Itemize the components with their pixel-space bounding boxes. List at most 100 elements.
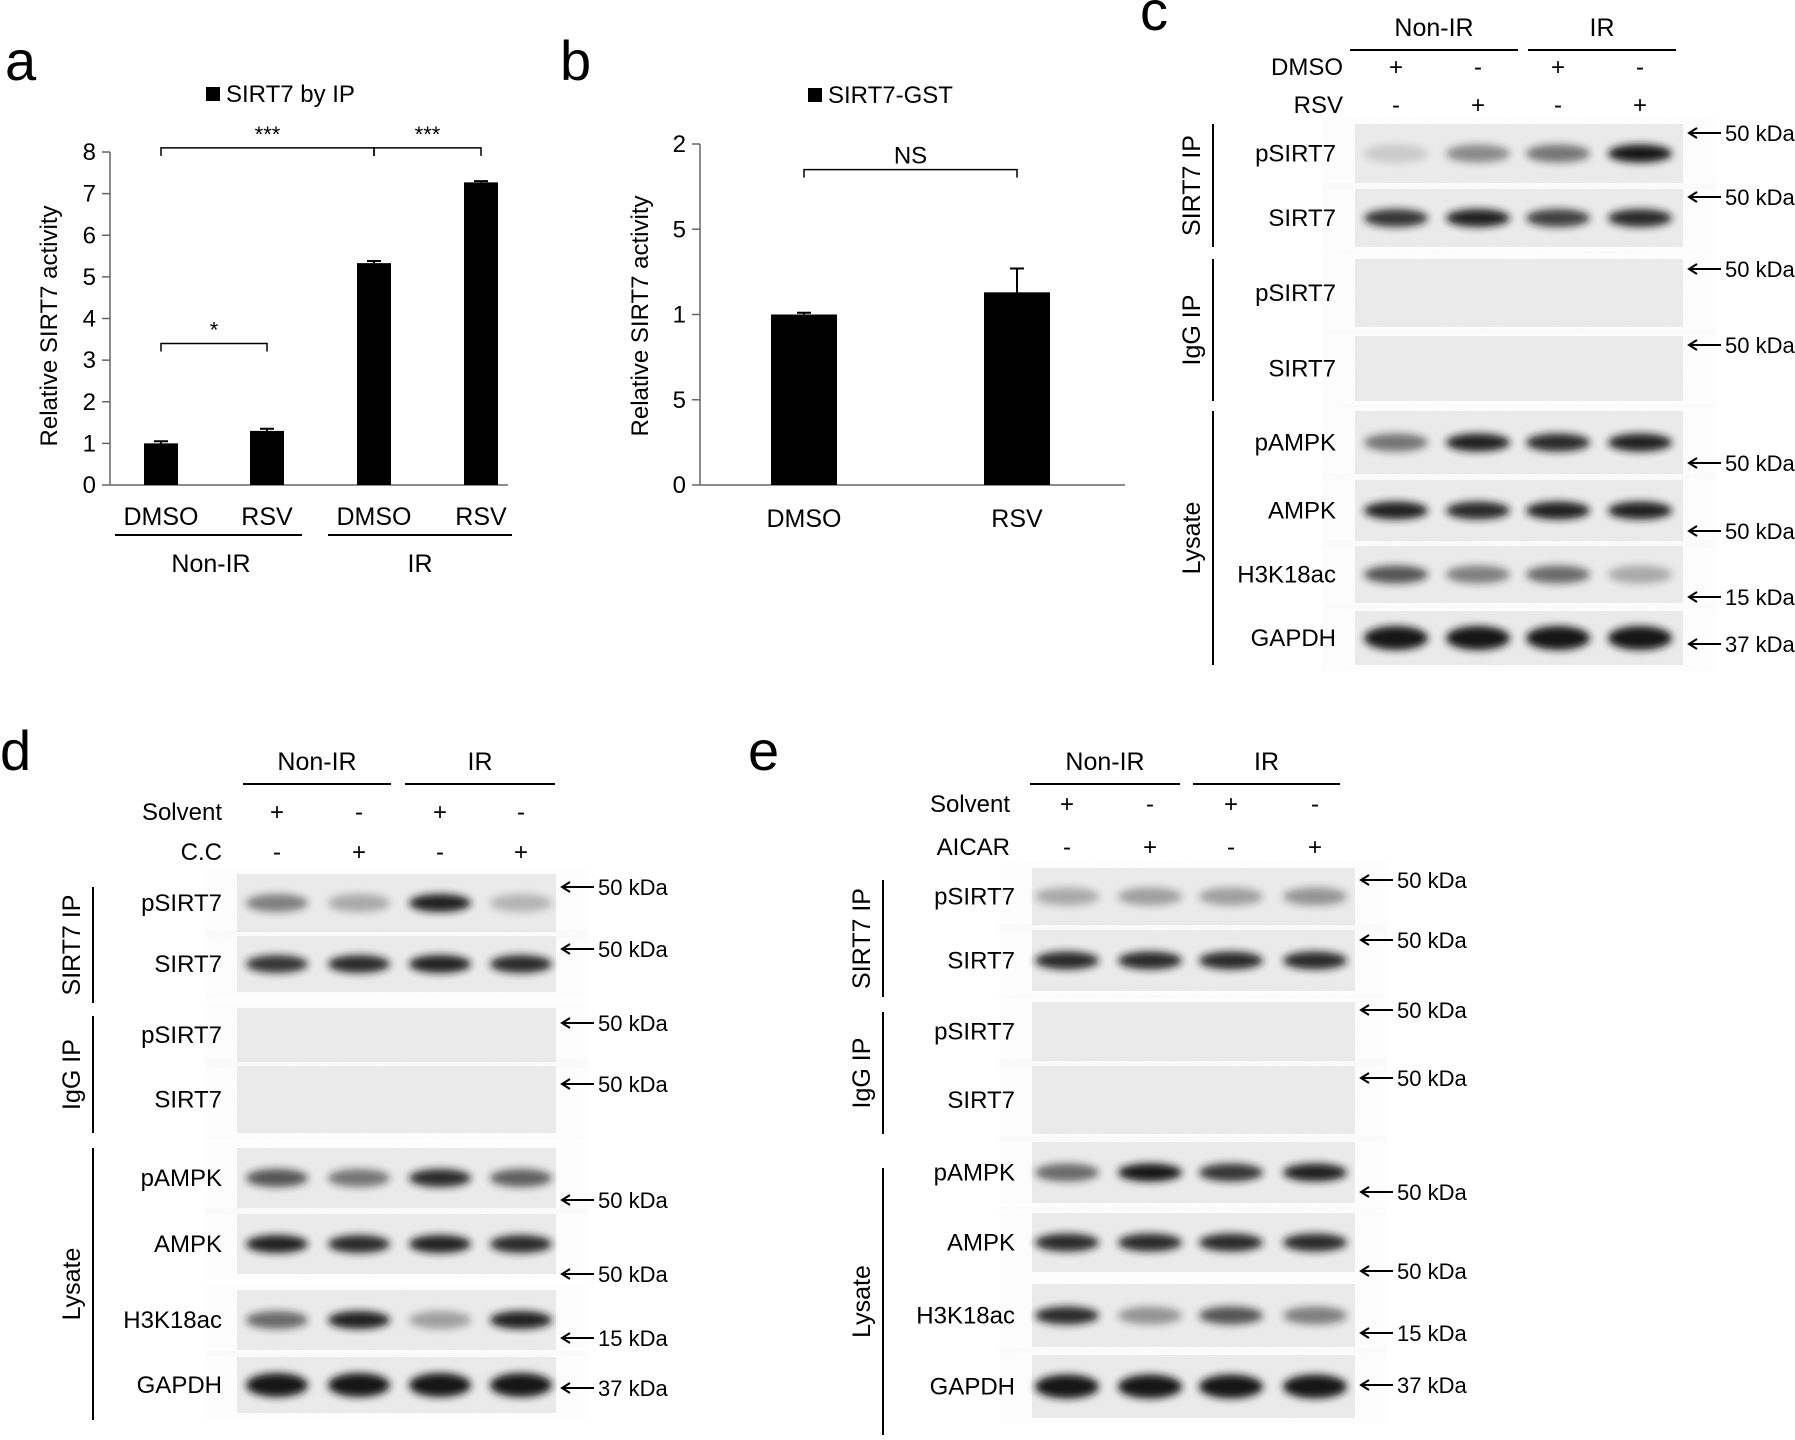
blot-d-row-psirt7 bbox=[237, 1008, 556, 1062]
chart-a-ytick-label: 5 bbox=[83, 264, 96, 291]
blot-band bbox=[1526, 209, 1590, 227]
blot-c-treatment-sign: - bbox=[1392, 92, 1400, 119]
blot-e-row-ampk bbox=[1032, 1213, 1355, 1272]
blot-d-group-label: Non-IR bbox=[277, 748, 356, 776]
blot-band bbox=[1364, 433, 1428, 452]
blot-e-treatment-sign: + bbox=[1143, 834, 1157, 861]
blot-e-treatment-sign: + bbox=[1224, 791, 1238, 818]
blot-band bbox=[246, 894, 308, 912]
blot-membrane-texture bbox=[1355, 259, 1683, 327]
blot-e-marker-label: 50 kDa bbox=[1397, 1066, 1467, 1091]
blot-band bbox=[1446, 144, 1510, 163]
blot-e-treatment-sign: - bbox=[1146, 791, 1154, 818]
blot-panel-e: Non-IR IR Solvent + - + - AICAR - + - + pSIRT7 50 kDa… bbox=[848, 748, 1467, 1435]
chart-a-bar bbox=[464, 182, 498, 486]
chart-b-ytick-label: 2 bbox=[673, 131, 686, 158]
blot-panel-c: Non-IR IR DMSO + - + - RSV - + - + pSIRT7 50 kDa SIRT7… bbox=[1178, 14, 1795, 665]
blot-e-marker-label: 37 kDa bbox=[1397, 1373, 1467, 1398]
blot-c-row-ampk bbox=[1355, 480, 1683, 541]
blot-band bbox=[1364, 626, 1428, 650]
blot-d-row-gapdh bbox=[237, 1357, 556, 1413]
blot-c-marker-label: 50 kDa bbox=[1725, 257, 1795, 282]
blot-band bbox=[1283, 1163, 1347, 1182]
blot-band bbox=[1035, 887, 1099, 906]
blot-c-marker-label: 50 kDa bbox=[1725, 121, 1795, 146]
blot-band bbox=[1118, 887, 1182, 906]
blot-c-row-label: H3K18ac bbox=[1237, 562, 1336, 589]
blot-e-row-sirt7 bbox=[1032, 930, 1355, 991]
blot-band bbox=[1446, 626, 1510, 650]
blot-band bbox=[490, 955, 552, 973]
blot-d-marker-label: 50 kDa bbox=[598, 875, 668, 900]
blot-band bbox=[1526, 565, 1590, 584]
chart-a-error-bar bbox=[367, 260, 381, 264]
blot-c-row-label: pAMPK bbox=[1255, 430, 1336, 457]
blot-band bbox=[328, 1169, 390, 1187]
blot-band bbox=[1526, 144, 1590, 163]
blot-d-marker-label: 37 kDa bbox=[598, 1376, 668, 1401]
panel-label-b: b bbox=[560, 29, 591, 92]
blot-band bbox=[1035, 1306, 1099, 1325]
blot-e-row-label: H3K18ac bbox=[916, 1303, 1015, 1330]
chart-a-legend: SIRT7 by IP bbox=[206, 81, 355, 108]
blot-band bbox=[1199, 1374, 1263, 1399]
blot-c-row-sirt7 bbox=[1355, 336, 1683, 401]
blot-band bbox=[1364, 565, 1428, 584]
blot-band bbox=[409, 1311, 471, 1329]
chart-b-sig-bracket bbox=[803, 168, 1018, 178]
blot-e-marker-arrow bbox=[1359, 934, 1393, 946]
blot-band bbox=[1118, 1163, 1182, 1182]
blot-e-marker-arrow bbox=[1359, 1265, 1393, 1277]
blot-c-treatment-sign: + bbox=[1551, 54, 1565, 81]
blot-c-row-gapdh bbox=[1355, 611, 1683, 665]
blot-c-marker-arrow bbox=[1687, 191, 1721, 203]
chart-a-bar bbox=[250, 430, 284, 485]
blot-d-row-label: SIRT7 bbox=[154, 951, 222, 978]
blot-band bbox=[1199, 1233, 1263, 1252]
blot-membrane-texture bbox=[237, 1066, 556, 1133]
chart-b-ytick-label: 1 bbox=[673, 302, 686, 329]
chart-b-category-label: RSV bbox=[991, 505, 1043, 533]
blot-e-treatment-label: AICAR bbox=[937, 834, 1010, 861]
blot-c-marker-label: 50 kDa bbox=[1725, 333, 1795, 358]
blot-d-treatment-sign: + bbox=[352, 839, 366, 866]
blot-band bbox=[1446, 209, 1510, 227]
blot-e-marker-arrow bbox=[1359, 1072, 1393, 1084]
blot-d-row-sirt7 bbox=[237, 936, 556, 992]
chart-a-legend-label: SIRT7 by IP bbox=[226, 81, 355, 108]
blot-band bbox=[1283, 887, 1347, 906]
chart-a-bar bbox=[144, 443, 178, 485]
chart-a-error-bar bbox=[154, 440, 168, 444]
blot-c-treatment-sign: + bbox=[1389, 54, 1403, 81]
blot-c-marker-label: 15 kDa bbox=[1725, 585, 1795, 610]
blot-d-treatment-sign: + bbox=[433, 799, 447, 826]
panel-label-e: e bbox=[748, 719, 779, 782]
blot-c-marker-label: 50 kDa bbox=[1725, 519, 1795, 544]
blot-band bbox=[1199, 1306, 1263, 1325]
blot-d-treatment-sign: - bbox=[517, 799, 525, 826]
blot-band bbox=[328, 894, 390, 912]
blot-e-group-label: Non-IR bbox=[1065, 748, 1144, 776]
blot-e-marker-arrow bbox=[1359, 1327, 1393, 1339]
blot-d-marker-arrow bbox=[560, 1078, 594, 1090]
blot-band bbox=[490, 1373, 552, 1397]
blot-band bbox=[1283, 951, 1347, 970]
blot-d-marker-label: 50 kDa bbox=[598, 1188, 668, 1213]
chart-a-sig-label: * bbox=[210, 317, 219, 342]
blot-d-marker-label: 15 kDa bbox=[598, 1326, 668, 1351]
chart-b-ytick-label: 5 bbox=[673, 387, 686, 414]
chart-a-legend-swatch bbox=[206, 87, 220, 101]
chart-b-legend: SIRT7-GST bbox=[808, 82, 953, 109]
blot-band bbox=[246, 955, 308, 973]
blot-c-row-pampk bbox=[1355, 411, 1683, 474]
blot-d-marker-arrow bbox=[560, 1268, 594, 1280]
blot-d-row-pampk bbox=[237, 1148, 556, 1208]
blot-c-group-label: Non-IR bbox=[1394, 14, 1473, 42]
blot-band bbox=[1446, 433, 1510, 452]
blot-band bbox=[409, 955, 471, 973]
blot-c-treatment-label: RSV bbox=[1294, 92, 1343, 119]
blot-band bbox=[1608, 565, 1672, 584]
blot-e-row-psirt7 bbox=[1032, 868, 1355, 925]
blot-e-marker-arrow bbox=[1359, 1186, 1393, 1198]
chart-a-category-label: RSV bbox=[455, 503, 507, 531]
